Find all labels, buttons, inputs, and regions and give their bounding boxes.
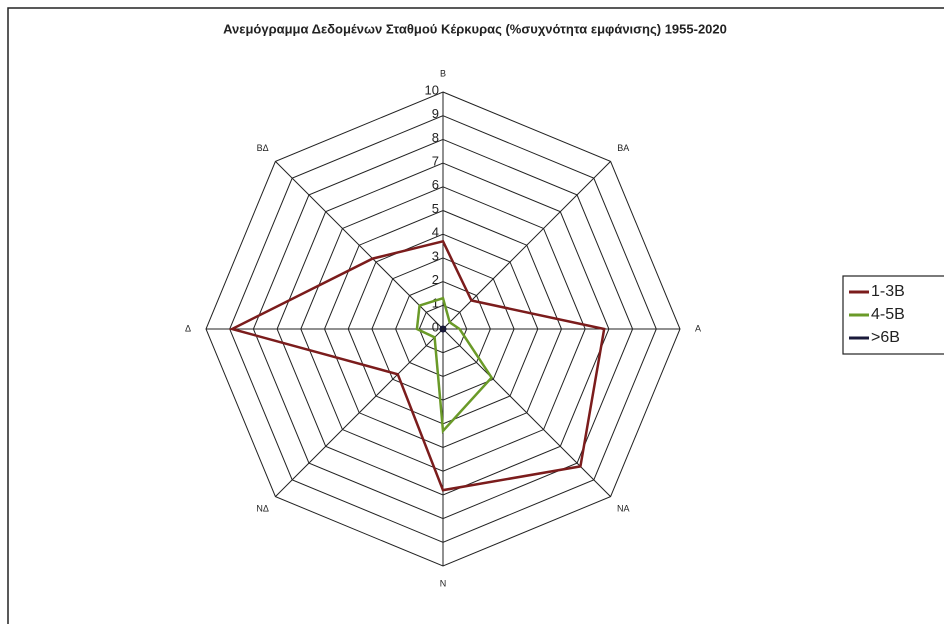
tick-label: 7 [432, 154, 439, 169]
category-label: Δ [185, 323, 191, 333]
tick-label: 8 [432, 130, 439, 145]
spoke [275, 161, 444, 330]
category-label: Β [440, 68, 446, 78]
category-label: ΒΔ [257, 143, 269, 153]
tick-label: 5 [432, 201, 439, 216]
series-line [228, 239, 606, 492]
legend-label: 4-5B [871, 306, 905, 323]
tick-label: 6 [432, 177, 439, 192]
tick-label: 1 [432, 296, 439, 311]
tick-label: 2 [432, 272, 439, 287]
spoke [442, 328, 611, 497]
category-label: ΒΑ [617, 143, 629, 153]
chart-frame [7, 7, 944, 624]
spoke [442, 161, 611, 330]
tick-label: 10 [425, 82, 439, 97]
category-label: ΝΑ [617, 504, 630, 514]
category-label: Α [695, 323, 701, 333]
category-label: ΝΔ [256, 504, 269, 514]
category-label: Ν [440, 578, 447, 588]
spoke [275, 328, 444, 497]
series-line [439, 325, 447, 333]
chart-title: Ανεμόγραμμα Δεδομένων Σταθμού Κέρκυρας (… [223, 21, 727, 36]
tick-label: 4 [432, 225, 439, 240]
series-line [415, 296, 494, 434]
tick-label: 0 [432, 319, 439, 334]
legend-label: >6B [871, 329, 900, 346]
legend-label: 1-3B [871, 283, 905, 300]
tick-label: 9 [432, 106, 439, 121]
tick-label: 3 [432, 248, 439, 263]
